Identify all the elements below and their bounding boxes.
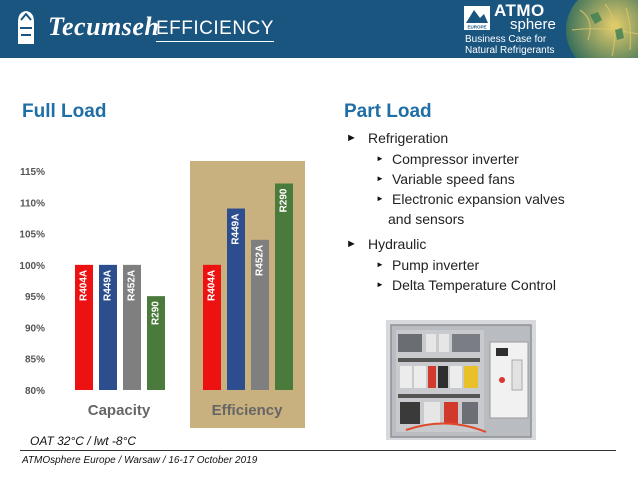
full-load-heading: Full Load — [22, 101, 107, 122]
group-label-capacity: Capacity — [88, 402, 151, 419]
subitem-electronic-expansion-valves: ► Electronic expansion valves — [340, 189, 565, 209]
bar-capacity-r449a — [99, 264, 117, 390]
y-tick-label: 105% — [19, 230, 45, 241]
bar-efficiency-r449a — [227, 208, 245, 390]
y-tick-label: 80% — [25, 386, 45, 397]
bar-capacity-r452a — [123, 264, 141, 390]
bar-label: R290 — [279, 188, 290, 212]
list-item-label: Refrigeration — [368, 130, 449, 146]
bullet-arrow-icon: ► — [346, 132, 357, 144]
y-tick-label: 85% — [25, 355, 45, 366]
subitem-label: Pump inverter — [392, 257, 480, 273]
atmo-logo-icon: EUROPE — [464, 6, 490, 30]
bar-label: R452A — [127, 270, 138, 301]
sub-bullet-arrow-icon: ► — [376, 174, 384, 183]
bar-label: R290 — [151, 301, 162, 325]
footer-text: ATMOsphere Europe / Warsaw / 16-17 Octob… — [22, 455, 258, 466]
bar-efficiency-r290 — [275, 183, 293, 390]
efficiency-bar-chart: 115% 110% 105% 100% 95% 90% 85% 80% R404A R449A R… — [19, 161, 305, 428]
y-tick-label: 115% — [20, 167, 45, 178]
footer-divider — [20, 450, 616, 451]
atmo-sphere: sphere — [510, 16, 556, 33]
test-condition-note: OAT 32°C / lwt -8°C — [30, 434, 137, 448]
y-tick-label: 90% — [25, 323, 45, 334]
subitem-label: Electronic expansion valves — [392, 191, 565, 207]
atmo-tagline-2: Natural Refrigerants — [465, 45, 555, 56]
section-title: EFFICIENCY — [156, 18, 274, 42]
part-load-list: ► Refrigeration ► Compressor inverter ► … — [340, 128, 565, 295]
bar-efficiency-r404a — [203, 264, 221, 390]
subitem-compressor-inverter: ► Compressor inverter — [340, 149, 565, 169]
list-item-label: Hydraulic — [368, 236, 427, 252]
list-item-hydraulic: ► Hydraulic — [340, 234, 565, 255]
sub-bullet-arrow-icon: ► — [376, 260, 384, 269]
atmo-badge-text: EUROPE — [467, 25, 486, 30]
electrical-cabinet-photo — [386, 320, 536, 440]
y-tick-label: 100% — [19, 261, 45, 272]
bar-capacity-r290 — [147, 296, 165, 390]
y-tick-label: 110% — [20, 198, 45, 209]
header-bar: Tecumseh EFFICIENCY EUROPE ATMO sphere B… — [0, 0, 638, 58]
group-label-efficiency: Efficiency — [212, 402, 284, 419]
bar-capacity-r404a — [75, 264, 93, 390]
subitem-label: Variable speed fans — [392, 171, 515, 187]
subitem-continuation: and sensors — [388, 211, 465, 227]
subitem-label: Delta Temperature Control — [392, 277, 556, 293]
subitem-label: Compressor inverter — [392, 151, 519, 167]
bar-label: R404A — [207, 270, 218, 301]
bar-efficiency-r452a — [251, 239, 269, 390]
globe-decoration-icon — [560, 0, 638, 58]
bar-label: R404A — [79, 270, 90, 301]
atmo-tagline-1: Business Case for — [465, 34, 547, 45]
atmo-name: ATMO — [494, 1, 545, 20]
sub-bullet-arrow-icon: ► — [376, 280, 384, 289]
list-item-refrigeration: ► Refrigeration — [340, 128, 565, 149]
bar-label: R449A — [103, 270, 114, 301]
tecumseh-emblem-icon — [18, 11, 34, 44]
sub-bullet-arrow-icon: ► — [376, 154, 384, 163]
bar-label: R449A — [231, 214, 242, 245]
y-tick-label: 95% — [25, 292, 45, 303]
part-load-heading: Part Load — [344, 101, 432, 122]
sub-bullet-arrow-icon: ► — [376, 194, 384, 203]
subitem-delta-temperature-control: ► Delta Temperature Control — [340, 275, 565, 295]
bullet-arrow-icon: ► — [346, 238, 357, 250]
subitem-pump-inverter: ► Pump inverter — [340, 255, 565, 275]
subitem-variable-speed-fans: ► Variable speed fans — [340, 169, 565, 189]
brand-logo-text: Tecumseh — [48, 12, 160, 41]
bar-label: R452A — [255, 245, 266, 276]
